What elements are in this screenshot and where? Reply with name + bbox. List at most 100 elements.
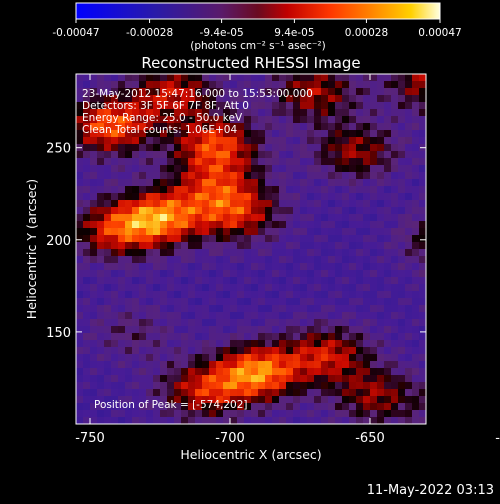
heatmap-cell [90,270,98,278]
heatmap-cell [391,193,399,201]
heatmap-cell [342,221,350,229]
heatmap-cell [342,298,350,306]
heatmap-cell [181,403,189,411]
heatmap-cell [139,193,147,201]
heatmap-cell [356,340,364,348]
heatmap-cell [125,228,133,236]
heatmap-cell [188,242,196,250]
heatmap-cell [202,179,210,187]
heatmap-cell [125,137,133,145]
heatmap-cell [293,326,301,334]
heatmap-cell [223,291,231,299]
heatmap-cell [125,333,133,341]
heatmap-cell [132,305,140,313]
heatmap-cell [349,340,357,348]
heatmap-cell [195,228,203,236]
heatmap-cell [83,144,91,152]
heatmap-cell [223,333,231,341]
heatmap-cell [328,270,336,278]
heatmap-cell [398,179,406,187]
heatmap-cell [209,116,217,124]
heatmap-cell [146,221,154,229]
heatmap-cell [202,312,210,320]
heatmap-cell [216,354,224,362]
heatmap-cell [153,375,161,383]
heatmap-cell [279,235,287,243]
heatmap-cell [76,389,84,397]
heatmap-cell [223,228,231,236]
heatmap-cell [174,179,182,187]
heatmap-cell [251,95,259,103]
heatmap-cell [286,95,294,103]
heatmap-cell [237,417,245,424]
heatmap-cell [377,172,385,180]
heatmap-cell [202,326,210,334]
heatmap-cell [153,179,161,187]
heatmap-cell [293,256,301,264]
heatmap-cell [342,235,350,243]
heatmap-cell [202,277,210,285]
heatmap-cell [328,214,336,222]
heatmap-cell [195,144,203,152]
heatmap-cell [286,312,294,320]
heatmap-cell [314,417,322,424]
heatmap-cell [118,326,126,334]
heatmap-cell [265,102,273,110]
heatmap-cell [293,242,301,250]
heatmap-cell [118,158,126,166]
heatmap-cell [125,179,133,187]
heatmap-cell [83,326,91,334]
heatmap-cell [293,319,301,327]
heatmap-cell [419,312,426,320]
heatmap-cell [223,277,231,285]
heatmap-cell [104,144,112,152]
heatmap-cell [146,284,154,292]
heatmap-cell [258,137,266,145]
heatmap-cell [160,235,168,243]
heatmap-cell [76,95,84,103]
heatmap-cell [223,137,231,145]
heatmap-cell [307,151,315,159]
heatmap-cell [153,368,161,376]
heatmap-cell [328,417,336,424]
heatmap-cell [356,312,364,320]
heatmap-cell [237,312,245,320]
heatmap-cell [300,333,308,341]
heatmap-cell [335,396,343,404]
heatmap-cell [181,74,189,82]
heatmap-cell [244,284,252,292]
heatmap-cell [384,214,392,222]
heatmap-cell [370,277,378,285]
heatmap-cell [272,305,280,313]
heatmap-cell [328,172,336,180]
heatmap-cell [132,326,140,334]
heatmap-cell [139,158,147,166]
heatmap-cell [286,403,294,411]
peak-position-label: Position of Peak = [-574,202] [94,399,248,411]
annotation-time-range: 23-May-2012 15:47:16.000 to 15:53:00.000 [82,88,313,100]
heatmap-cell [356,256,364,264]
heatmap-cell [195,368,203,376]
heatmap-cell [314,109,322,117]
heatmap-cell [230,270,238,278]
heatmap-cell [195,179,203,187]
heatmap-cell [111,186,119,194]
heatmap-cell [118,375,126,383]
heatmap-cell [188,130,196,138]
heatmap-cell [132,137,140,145]
heatmap-cell [258,284,266,292]
heatmap-cell [321,193,329,201]
heatmap-cell [160,158,168,166]
heatmap-cell [174,144,182,152]
heatmap-cell [139,249,147,257]
heatmap-cell [412,249,420,257]
heatmap-cell [286,256,294,264]
heatmap-cell [244,291,252,299]
heatmap-cell [174,382,182,390]
heatmap-cell [286,389,294,397]
heatmap-cell [230,298,238,306]
heatmap-cell [209,74,217,82]
heatmap-cell [307,368,315,376]
heatmap-cell [132,228,140,236]
heatmap-cell [202,102,210,110]
